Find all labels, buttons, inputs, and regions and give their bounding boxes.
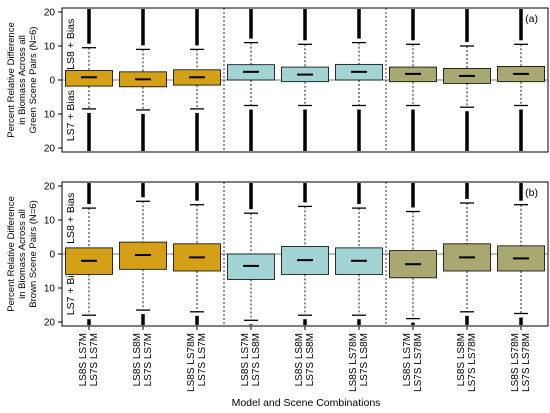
y-axis-label: Percent Relative Differencein Biomass Ac… xyxy=(6,196,39,311)
panel-label: (a) xyxy=(525,13,538,25)
y-axis-label-line: Brown Scene Pairs (N=6) xyxy=(28,200,39,307)
x-tick-label: LS7S LS78M xyxy=(521,333,532,392)
box-plot xyxy=(281,183,329,325)
y-axis-label-line: Percent Relative Difference xyxy=(6,196,17,311)
x-axis: LS8S LS7M LS7S LS7M LS8S LS8M LS7S LS7M LS8S… xyxy=(78,326,532,392)
x-tick-label: LS7S LS78M xyxy=(467,333,478,392)
y-tick-label: 10 xyxy=(44,42,56,53)
x-axis-label: Model and Scene Combinations xyxy=(232,397,381,409)
y-axis-label-line: Percent Relative Difference xyxy=(6,22,17,137)
box-plot xyxy=(335,183,383,325)
box-plot xyxy=(173,9,221,151)
box-plot xyxy=(119,183,167,325)
region-label-upper: LS8 + Bias xyxy=(65,19,77,70)
y-tick-label: 20 xyxy=(44,182,56,193)
box-plot xyxy=(227,9,275,151)
y-tick-label: 0 xyxy=(49,76,55,87)
box-plot xyxy=(389,183,437,325)
region-label-lower: LS7 + Bias xyxy=(65,90,77,141)
box-plot xyxy=(65,183,113,325)
x-tick-label: LS8S LS7M xyxy=(402,333,413,386)
y-tick-label: 0 xyxy=(49,250,55,261)
y-axis-label-line: in Biomass Across all xyxy=(17,209,28,299)
box-plot xyxy=(389,9,437,151)
box-plot xyxy=(443,9,491,151)
x-tick-label: LS7S LS78M xyxy=(413,333,424,392)
x-tick-label: LS8S LS7M xyxy=(78,333,89,386)
box-plot xyxy=(119,9,167,151)
x-tick-label: LS8S LS8M xyxy=(294,333,305,386)
x-tick-label: LS7S LS7M xyxy=(143,333,154,386)
x-tick-label: LS8S LS78M xyxy=(348,333,359,392)
box-plot xyxy=(65,9,113,151)
x-tick-label: LS8S LS78M xyxy=(510,333,521,392)
box-plot xyxy=(497,9,545,151)
y-tick-label: 20 xyxy=(44,318,56,329)
x-tick-label: LS8S LS8M xyxy=(132,333,143,386)
x-tick-label: LS7S LS7M xyxy=(89,333,100,386)
box xyxy=(281,246,329,275)
x-tick-label: LS8S LS7M xyxy=(240,333,251,386)
x-tick-label: LS7S LS8M xyxy=(251,333,262,386)
x-tick-label: LS7S LS8M xyxy=(305,333,316,386)
y-axis-label-line: in Biomass Across all xyxy=(17,35,28,125)
x-tick-label: LS8S LS78M xyxy=(186,333,197,392)
region-label-upper: LS8 + Bias xyxy=(65,193,77,244)
box-plot xyxy=(335,9,383,151)
y-axis-label-line: Green Scene Pairs (N=6) xyxy=(28,27,39,134)
y-axis-label: Percent Relative Differencein Biomass Ac… xyxy=(6,22,39,137)
box-plot xyxy=(443,183,491,325)
panel-a: 20 10 0 10 20 Percent Relative Differencein B… xyxy=(6,7,549,155)
y-tick-label: 20 xyxy=(44,144,56,155)
y-tick-label: 10 xyxy=(44,216,56,227)
panel-label: (b) xyxy=(525,187,538,199)
x-tick-label: LS7S LS8M xyxy=(359,333,370,386)
box-plot xyxy=(281,9,329,151)
box-plot xyxy=(227,183,275,325)
box xyxy=(65,70,113,87)
x-tick-label: LS7S LS7M xyxy=(197,333,208,386)
box-plot xyxy=(173,183,221,325)
x-tick-label: LS8S LS8M xyxy=(456,333,467,386)
y-tick-label: 10 xyxy=(44,284,56,295)
y-tick-label: 20 xyxy=(44,8,56,19)
region-label-lower: LS7 + Bias xyxy=(65,264,77,315)
panel-b: 20 10 0 10 20 Percent Relative Differencein B… xyxy=(6,181,549,329)
box-plot xyxy=(497,183,545,325)
y-tick-label: 10 xyxy=(44,110,56,121)
